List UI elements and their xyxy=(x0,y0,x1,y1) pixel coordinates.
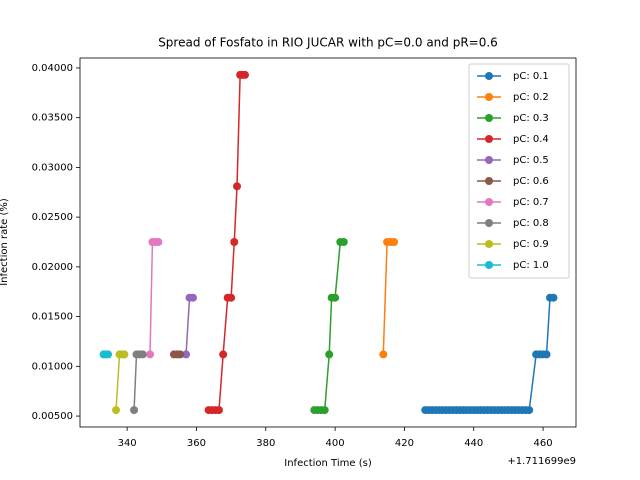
legend-label: pC: 0.6 xyxy=(513,176,549,187)
data-point xyxy=(227,293,236,302)
data-point xyxy=(214,406,223,415)
legend-label: pC: 0.3 xyxy=(513,113,549,124)
data-point xyxy=(230,238,239,247)
data-point xyxy=(331,293,340,302)
data-point xyxy=(138,350,147,359)
legend-label: pC: 0.9 xyxy=(513,239,549,250)
legend-label: pC: 0.5 xyxy=(513,155,549,166)
legend-label: pC: 0.4 xyxy=(513,134,549,145)
legend-marker xyxy=(485,156,493,164)
legend-marker xyxy=(485,198,493,206)
y-tick-label: 0.03500 xyxy=(32,113,73,124)
data-point xyxy=(112,406,121,415)
y-tick-label: 0.01500 xyxy=(32,312,73,323)
x-tick-label: 440 xyxy=(464,438,483,449)
data-point xyxy=(549,293,558,302)
legend-marker xyxy=(485,177,493,185)
data-point xyxy=(146,350,155,359)
legend-label: pC: 0.1 xyxy=(513,71,549,82)
legend-marker xyxy=(485,240,493,248)
legend-label: pC: 1.0 xyxy=(513,260,549,271)
data-point xyxy=(176,350,185,359)
data-point xyxy=(525,406,534,415)
data-point xyxy=(339,238,348,247)
legend-label: pC: 0.8 xyxy=(513,218,549,229)
x-tick-label: 420 xyxy=(395,438,414,449)
x-tick-label: 460 xyxy=(534,438,553,449)
data-point xyxy=(320,406,329,415)
x-offset-label: +1.711699e9 xyxy=(507,456,576,467)
legend-marker xyxy=(485,114,493,122)
data-point xyxy=(219,350,228,359)
y-axis-label: Infection rate (%) xyxy=(0,198,10,286)
data-point xyxy=(233,182,242,191)
legend-label: pC: 0.7 xyxy=(513,197,549,208)
y-tick-label: 0.04000 xyxy=(32,63,73,74)
y-tick-label: 0.00500 xyxy=(32,411,73,422)
data-point xyxy=(120,350,129,359)
x-tick-label: 400 xyxy=(326,438,345,449)
axes-frame xyxy=(79,57,577,428)
y-tick-label: 0.03000 xyxy=(32,162,73,173)
legend-marker xyxy=(485,261,493,269)
legend-marker xyxy=(485,72,493,80)
data-point xyxy=(188,293,197,302)
data-point xyxy=(325,350,334,359)
chart-title: Spread of Fosfato in RIO JUCAR with pC=0… xyxy=(158,36,498,50)
data-point xyxy=(390,238,399,247)
legend-marker xyxy=(485,135,493,143)
x-tick-label: 340 xyxy=(118,438,137,449)
legend-marker xyxy=(485,219,493,227)
data-point xyxy=(182,350,191,359)
data-point xyxy=(130,406,139,415)
data-point xyxy=(240,70,249,79)
x-tick-label: 380 xyxy=(256,438,275,449)
y-tick-label: 0.01000 xyxy=(32,361,73,372)
data-point xyxy=(379,350,388,359)
y-tick-label: 0.02000 xyxy=(32,262,73,273)
y-tick-label: 0.02500 xyxy=(32,212,73,223)
legend-label: pC: 0.2 xyxy=(513,92,549,103)
data-point xyxy=(154,238,163,247)
x-axis-label: Infection Time (s) xyxy=(284,458,372,469)
legend-marker xyxy=(485,93,493,101)
data-point xyxy=(104,350,113,359)
data-point xyxy=(542,350,551,359)
x-tick-label: 360 xyxy=(187,438,206,449)
